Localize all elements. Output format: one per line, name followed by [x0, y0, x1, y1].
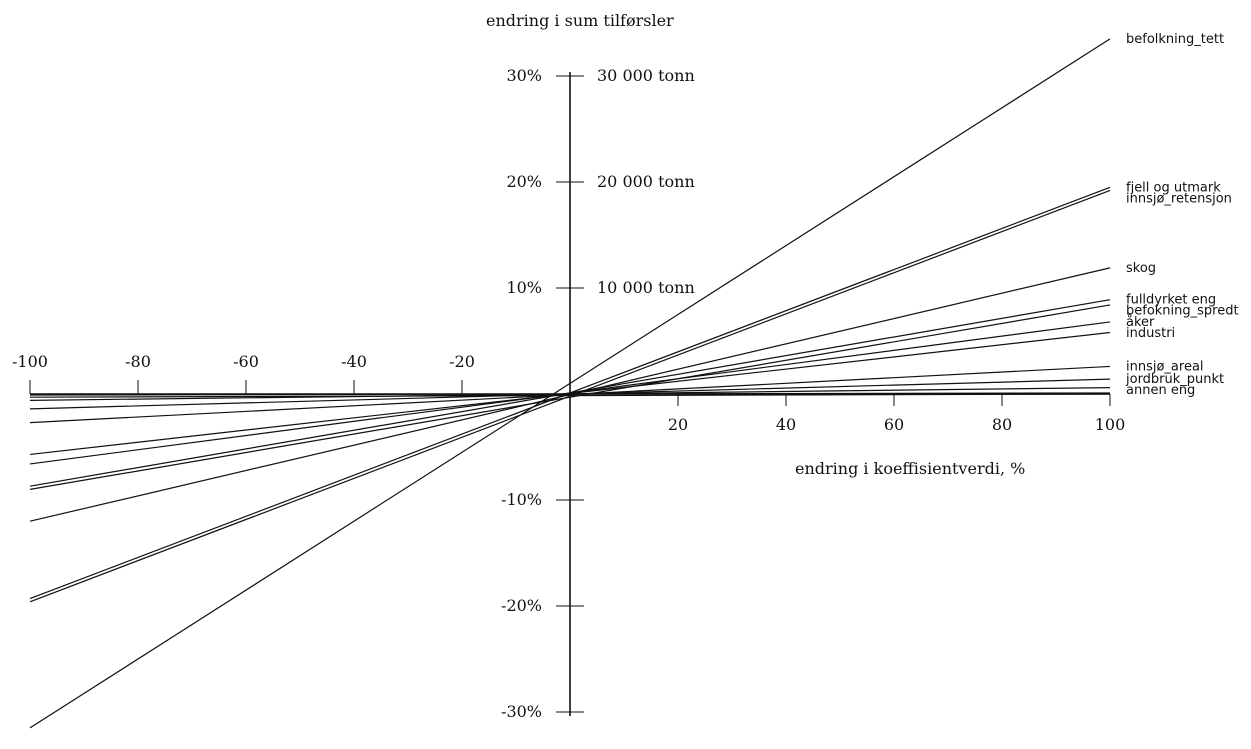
x-axis-title: endring i koeffisientverdi, %: [795, 459, 1025, 478]
series-line-befokning-spredt: [29, 304, 1111, 490]
x-tick-label: -60: [233, 352, 259, 371]
x-tick-label: -20: [449, 352, 475, 371]
series-label: skog: [1126, 261, 1156, 276]
series-label: industri: [1126, 326, 1175, 341]
series-line-11: [29, 393, 1111, 398]
x-tick-label: -80: [125, 352, 151, 371]
series-line-12: [29, 392, 1111, 396]
series-lines: [29, 38, 1111, 729]
series-label: befolkning_tett: [1126, 32, 1224, 47]
x-tick-label: 100: [1095, 415, 1126, 434]
x-tick-label: -40: [341, 352, 367, 371]
series-label: åker: [1126, 315, 1155, 330]
x-tick-label: -100: [12, 352, 48, 371]
x-tick-label: 20: [668, 415, 688, 434]
y-tick-label: -20%: [501, 596, 542, 615]
series-label: jordbruk_punkt: [1125, 372, 1224, 387]
y-tick-label: 10%: [506, 278, 542, 297]
series-label: befokning_spredt: [1126, 304, 1239, 319]
y-tick-tonn-label: 30 000 tonn: [597, 66, 695, 85]
series-label: innsjø_retensjon: [1126, 191, 1232, 206]
y-tick-tonn-label: 20 000 tonn: [597, 172, 695, 191]
y-tick-label: -10%: [501, 490, 542, 509]
series-label: fjell og utmark: [1126, 180, 1221, 195]
series-line-befolkning-tett: [29, 38, 1111, 729]
x-tick-label: 80: [992, 415, 1012, 434]
series-label: annen eng: [1126, 383, 1195, 398]
y-axis-title: endring i sum tilførsler: [486, 11, 674, 30]
y-tick-tonn-label: 10 000 tonn: [597, 278, 695, 297]
y-tick-label: 30%: [506, 66, 542, 85]
x-tick-label: 40: [776, 415, 796, 434]
axes: -100 -80 -60 -40 -20 20 40 60 80 100 30% 30 000 ton…: [12, 66, 1125, 721]
series-label: innsjø_areal: [1126, 359, 1204, 374]
y-tick-label: 20%: [506, 172, 542, 191]
x-tick-label: 60: [884, 415, 904, 434]
series-label: fulldyrket eng: [1126, 293, 1216, 308]
y-tick-label: -30%: [501, 702, 542, 721]
